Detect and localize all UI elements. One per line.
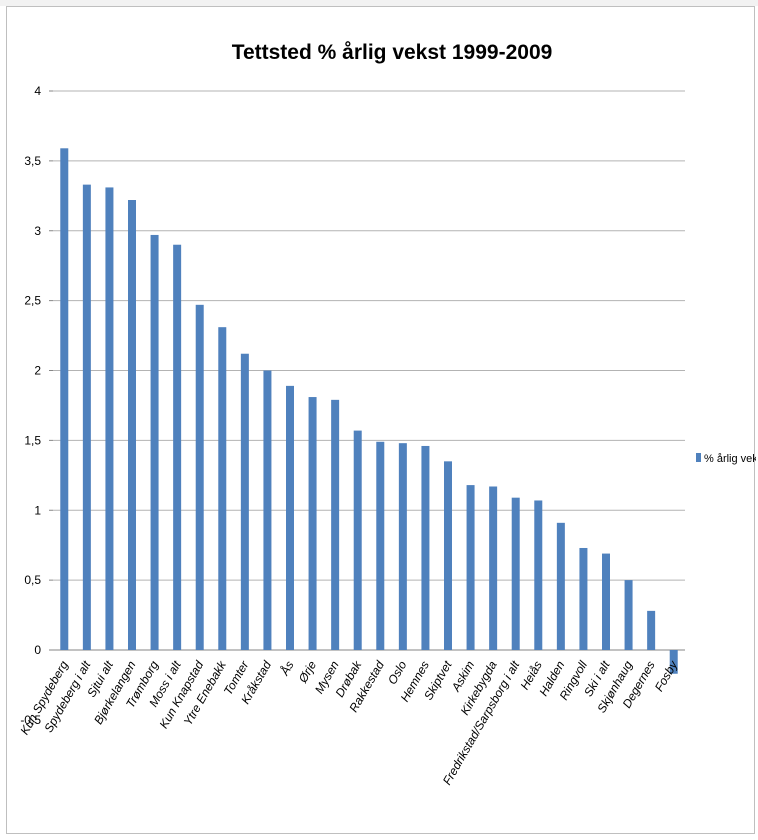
bar: [331, 399, 340, 650]
legend: % årlig vekst: [696, 453, 758, 465]
y-tick-label: -0,5: [20, 713, 41, 727]
bar: [398, 443, 407, 650]
bar: [173, 244, 182, 650]
bar: [511, 497, 520, 650]
bar: [556, 522, 565, 650]
y-tick-label: 0,5: [24, 573, 41, 587]
bar: [128, 200, 136, 650]
bar: [82, 184, 91, 650]
bar-chart: Tettsted % årlig vekst 1999-2009 4 3,5 3 2,…: [17, 41, 758, 788]
bar: [602, 553, 610, 650]
chart-frame: Tettsted % årlig vekst 1999-2009 4 3,5 3 2,…: [6, 6, 758, 834]
bar: [218, 327, 227, 650]
y-tick-label: 2,5: [24, 294, 41, 308]
bar: [647, 610, 656, 650]
legend-swatch: [696, 453, 701, 462]
bar: [489, 486, 498, 650]
gridlines: [49, 90, 685, 651]
bar: [669, 650, 678, 674]
bar: [263, 370, 272, 650]
bar: [60, 148, 69, 651]
bar: [624, 580, 633, 650]
bars: [60, 148, 678, 674]
bar: [195, 304, 204, 650]
bar: [376, 441, 385, 650]
bar: [466, 485, 475, 650]
y-axis-ticks: 4 3,5 3 2,5 2 1,5 1 0,5 0 -0,5: [20, 84, 41, 727]
y-tick-label: 4: [34, 84, 41, 98]
bar: [534, 500, 543, 650]
bar: [308, 397, 317, 650]
y-tick-label: 0: [34, 643, 41, 657]
bar: [105, 187, 114, 651]
y-tick-label: 1,5: [24, 433, 41, 447]
bar: [150, 234, 159, 650]
y-tick-label: 3,5: [24, 154, 41, 168]
y-tick-label: 1: [34, 503, 41, 517]
bar: [579, 547, 588, 650]
bar: [444, 461, 452, 650]
chart-title: Tettsted % årlig vekst 1999-2009: [232, 41, 553, 64]
x-tick-label: Ås: [276, 658, 296, 679]
y-tick-label: 3: [34, 224, 41, 238]
bar: [353, 430, 362, 650]
bar: [421, 445, 430, 650]
bar: [240, 353, 249, 650]
top-edge: [0, 0, 758, 6]
bar: [286, 385, 294, 650]
y-tick-label: 2: [34, 364, 41, 378]
legend-label: % årlig vekst: [704, 453, 756, 465]
